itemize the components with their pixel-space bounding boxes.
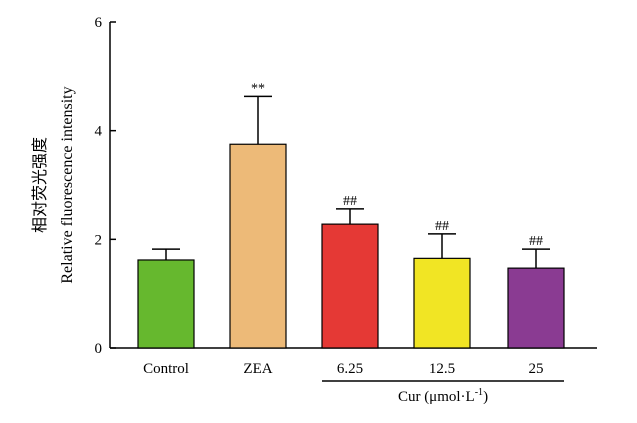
significance-marker: ##: [435, 219, 449, 234]
group-label-superscript: -1: [475, 387, 483, 398]
bar: [507, 267, 565, 349]
x-tick-label: 6.25: [337, 361, 363, 377]
bar: [413, 257, 471, 349]
group-label: Cur (μmol·L-1): [398, 387, 488, 405]
y-axis-label-chinese: 相对荧光强度: [31, 137, 49, 233]
y-tick-label: 0: [95, 341, 103, 357]
x-tick-label: Control: [143, 361, 189, 377]
x-tick-label: ZEA: [243, 361, 272, 377]
y-tick-label: 2: [95, 232, 103, 248]
group-label-end: ): [483, 389, 488, 405]
significance-marker: ##: [343, 194, 357, 209]
bars: [137, 143, 565, 349]
labels: Control ** ZEA ## 6.25 ## 12.5 ## 25: [143, 81, 564, 382]
y-tick-label: 4: [95, 124, 103, 140]
x-tick-label: 12.5: [429, 361, 455, 377]
bar: [229, 143, 287, 349]
significance-marker: **: [251, 81, 265, 96]
error-bars: [152, 95, 550, 269]
y-tick-label: 6: [95, 15, 103, 31]
group-label-text: Cur (μmol·L: [398, 389, 475, 405]
y-axis-label: Relative fluorescence intensity: [59, 86, 76, 283]
x-tick-label: 25: [529, 361, 544, 377]
bar: [321, 223, 379, 349]
bar: [137, 259, 195, 349]
significance-marker: ##: [529, 234, 543, 249]
